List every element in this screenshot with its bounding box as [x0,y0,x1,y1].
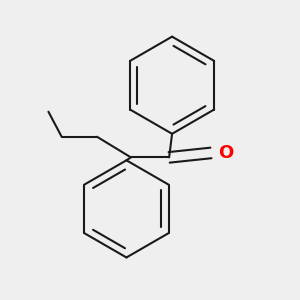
Text: O: O [218,144,233,162]
